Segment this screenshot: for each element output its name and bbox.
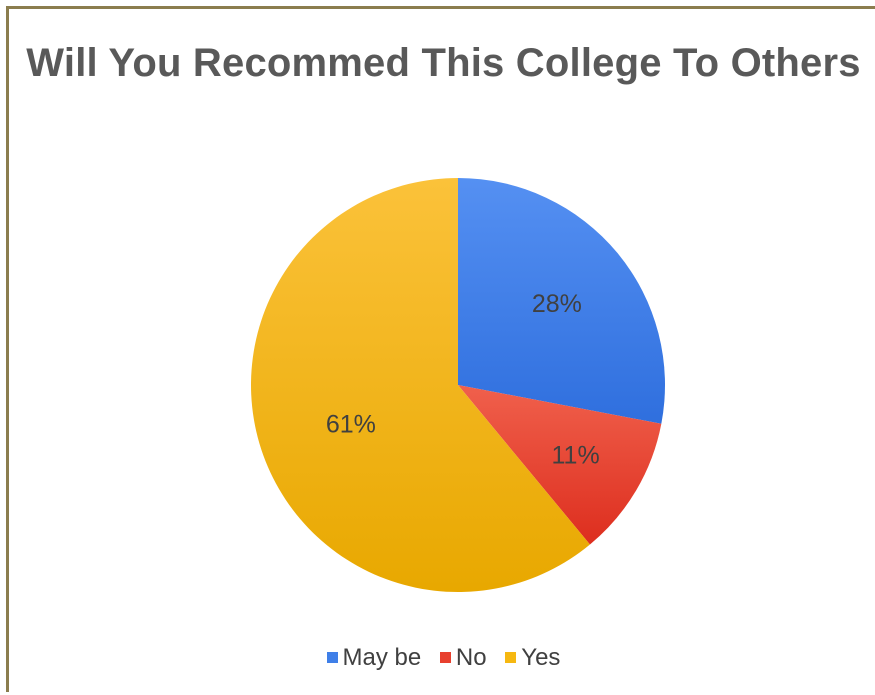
legend-label-yes: Yes <box>521 643 561 671</box>
data-label-may-be: 28% <box>532 290 582 318</box>
legend-item-may-be: May be <box>326 643 422 672</box>
chart-title: Will You Recommed This College To Others <box>26 41 861 85</box>
legend-swatch-may-be <box>326 652 338 663</box>
pie-chart: 28% 11% 61% <box>250 178 665 592</box>
chart-frame: Will You Recommed This College To Others… <box>6 6 875 692</box>
legend-label-no: No <box>455 643 487 671</box>
slice-no <box>458 385 662 545</box>
legend: May be No Yes <box>9 642 875 672</box>
data-label-yes: 61% <box>326 411 376 439</box>
slice-yes <box>250 178 590 592</box>
legend-label-may-be: May be <box>342 643 422 671</box>
legend-swatch-yes <box>505 652 517 663</box>
legend-swatch-no <box>439 652 451 663</box>
legend-item-yes: Yes <box>505 644 560 672</box>
legend-item-no: No <box>439 643 487 672</box>
slice-may-be <box>458 178 665 424</box>
data-label-no: 11% <box>552 442 600 470</box>
